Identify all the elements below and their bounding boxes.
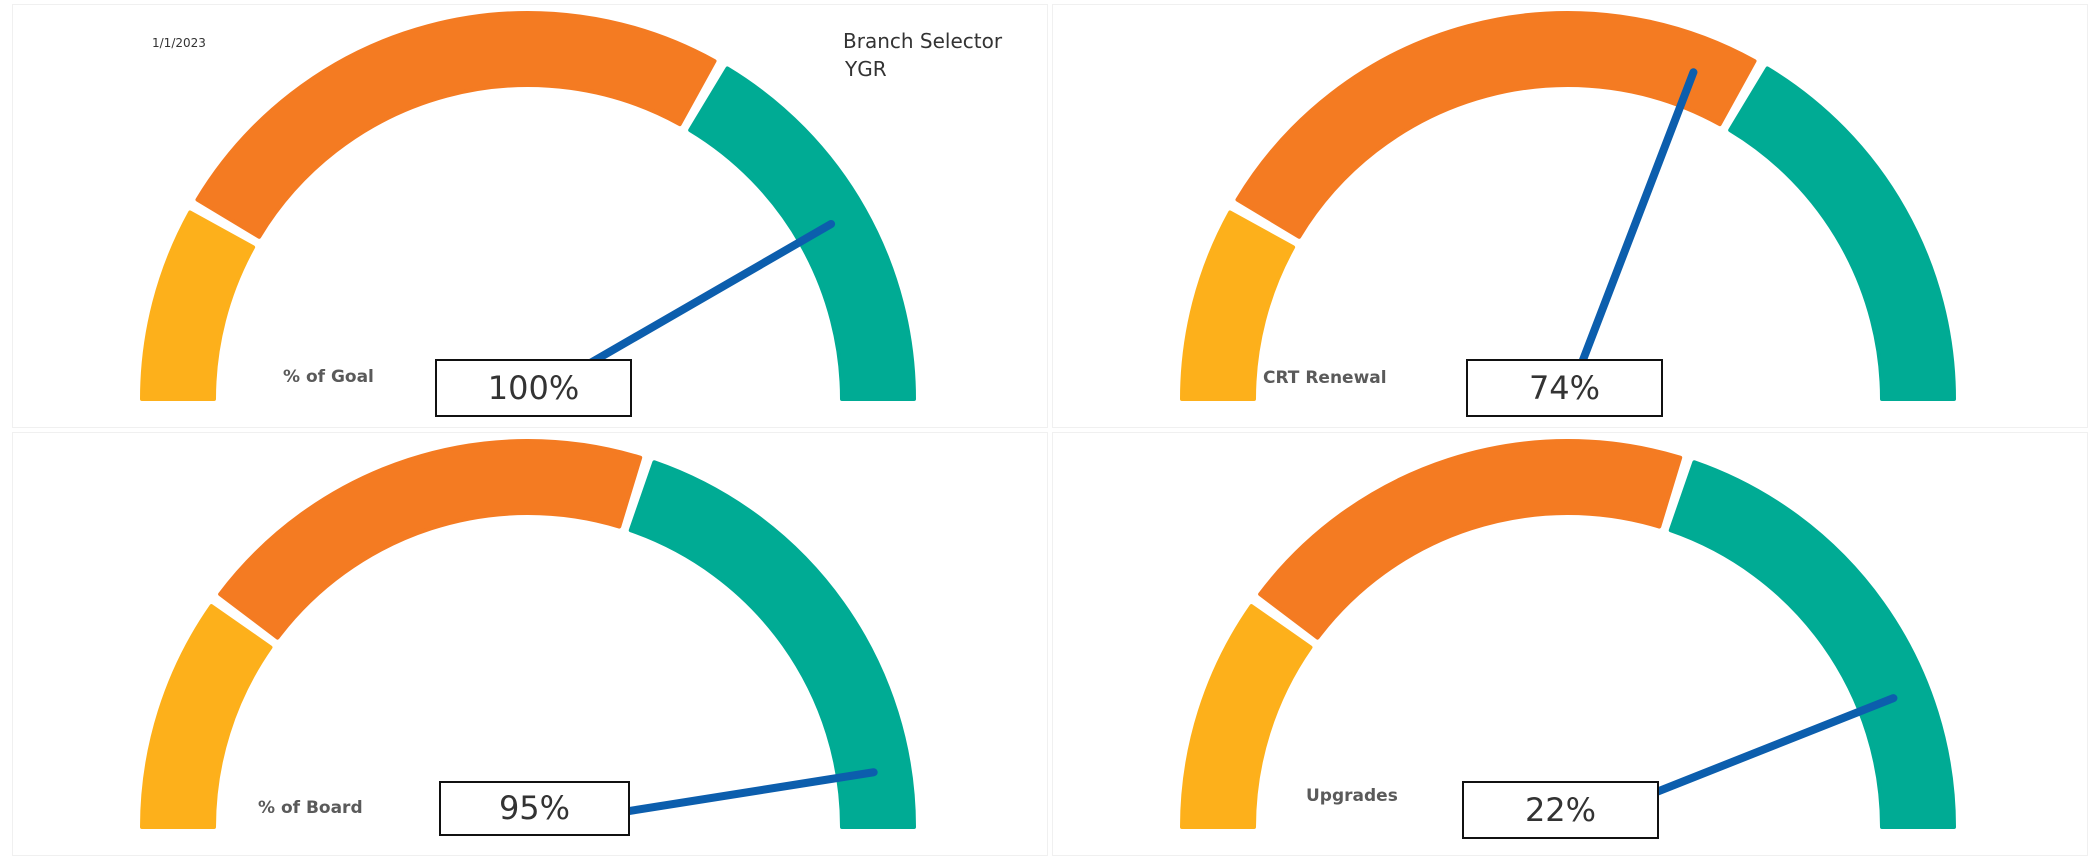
gauge-needle-crt-renewal bbox=[1564, 68, 1698, 403]
branch-selector[interactable]: Branch Selector YGR bbox=[843, 27, 1002, 83]
gauge-label-crt-renewal: CRT Renewal bbox=[1263, 368, 1387, 388]
gauge-band-high bbox=[1728, 66, 1956, 401]
branch-selector-label: Branch Selector bbox=[843, 29, 1003, 53]
gauge-panel-board: % of Board 95% bbox=[12, 432, 1048, 856]
gauge-band-mid bbox=[218, 439, 643, 640]
value-box-goal: 100% bbox=[435, 359, 632, 417]
gauge-goal bbox=[140, 11, 916, 403]
gauge-band-low bbox=[140, 210, 256, 401]
gauge-band-mid bbox=[195, 11, 717, 239]
gauge-band-mid bbox=[1258, 439, 1683, 640]
gauge-band-high bbox=[688, 66, 916, 401]
value-box-crt-renewal: 74% bbox=[1466, 359, 1663, 417]
gauge-label-board: % of Board bbox=[258, 798, 363, 818]
gauge-panel-upgrades: Upgrades 22% bbox=[1052, 432, 2088, 856]
gauge-band-high bbox=[1668, 460, 1956, 829]
gauge-band-low bbox=[1180, 210, 1296, 401]
branch-selector-value[interactable]: YGR bbox=[845, 57, 887, 81]
value-box-board: 95% bbox=[439, 781, 630, 836]
gauge-band-mid bbox=[1235, 11, 1757, 239]
gauge-panel-crt-renewal: CRT Renewal 74% bbox=[1052, 4, 2088, 428]
gauge-band-low bbox=[140, 604, 273, 829]
gauge-panel-goal: 1/1/2023 Branch Selector YGR % of Goal 1… bbox=[12, 4, 1048, 428]
gauge-crt-renewal bbox=[1180, 11, 1956, 403]
gauge-band-high bbox=[628, 460, 916, 829]
gauge-label-goal: % of Goal bbox=[283, 367, 374, 387]
value-box-upgrades: 22% bbox=[1462, 781, 1659, 839]
date-label: 1/1/2023 bbox=[152, 36, 206, 50]
gauge-label-upgrades: Upgrades bbox=[1306, 786, 1398, 806]
gauge-board bbox=[140, 439, 916, 831]
gauge-band-low bbox=[1180, 604, 1313, 829]
